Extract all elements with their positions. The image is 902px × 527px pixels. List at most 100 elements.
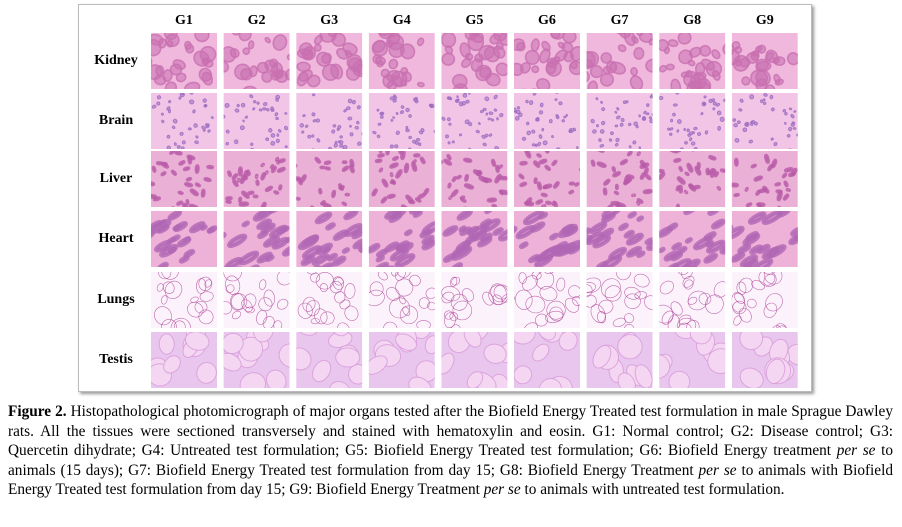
tissue-feature xyxy=(278,158,286,164)
tissue-feature xyxy=(467,147,472,149)
tissue-feature xyxy=(417,142,422,147)
row-label: Testis xyxy=(99,352,133,367)
tissue-feature xyxy=(395,112,399,115)
tissue-feature xyxy=(341,247,351,254)
tissue-feature xyxy=(201,71,214,86)
tissue-feature xyxy=(462,157,473,163)
tissue-feature xyxy=(468,93,471,95)
tissue-feature xyxy=(558,332,578,351)
tissue-feature xyxy=(748,139,754,144)
tissue-feature xyxy=(688,183,695,191)
tissue-feature xyxy=(356,105,361,110)
tissue-feature xyxy=(408,147,412,149)
tissue-feature xyxy=(642,115,646,121)
tissue-feature xyxy=(381,178,389,188)
tissue-feature xyxy=(341,165,350,172)
tissue-feature xyxy=(627,211,637,219)
tissue-feature xyxy=(441,176,442,182)
tissue-feature xyxy=(695,78,712,89)
tissue-feature xyxy=(601,278,621,299)
tissue-feature xyxy=(515,289,533,310)
tissue-feature xyxy=(408,199,416,205)
tissue-feature xyxy=(486,197,498,203)
tissue-feature xyxy=(223,46,237,63)
tissue-feature xyxy=(610,200,620,206)
tissue-feature xyxy=(671,242,683,251)
tissue-feature xyxy=(168,100,172,104)
tissue-feature xyxy=(791,121,796,125)
tissue-feature xyxy=(452,300,473,321)
micrograph xyxy=(659,93,726,149)
tissue-feature xyxy=(247,40,255,50)
tissue-feature xyxy=(319,283,328,292)
tissue-feature xyxy=(737,243,752,255)
tissue-feature xyxy=(319,165,326,170)
tissue-feature xyxy=(252,194,259,199)
micrograph xyxy=(586,332,653,388)
tissue-feature xyxy=(661,310,674,325)
tissue-feature xyxy=(328,146,333,149)
tissue-feature xyxy=(441,286,461,302)
tissue-feature xyxy=(697,132,702,137)
tissue-feature xyxy=(276,298,289,310)
micrograph xyxy=(223,272,290,328)
tissue-feature xyxy=(181,140,186,145)
tissue-feature xyxy=(204,279,212,288)
tissue-feature xyxy=(568,181,576,186)
tissue-feature xyxy=(283,125,289,131)
tissue-feature xyxy=(492,227,504,236)
tissue-feature xyxy=(405,107,410,113)
tissue-feature xyxy=(763,302,778,318)
column-label: G9 xyxy=(756,13,774,28)
micrograph xyxy=(731,151,798,207)
tissue-feature xyxy=(479,67,492,79)
tissue-feature xyxy=(663,46,671,55)
tissue-feature xyxy=(351,228,363,240)
tissue-feature xyxy=(723,98,726,102)
tissue-feature xyxy=(716,110,722,116)
tissue-feature xyxy=(357,141,362,146)
micrograph xyxy=(368,211,435,267)
tissue-feature xyxy=(296,163,298,170)
tissue-bg xyxy=(514,272,580,328)
tissue-feature xyxy=(173,221,188,232)
tissue-feature xyxy=(378,151,383,154)
tissue-feature xyxy=(619,158,629,166)
tissue-feature xyxy=(352,237,363,250)
tissue-bg xyxy=(731,272,798,328)
tissue-bg xyxy=(296,272,363,328)
tissue-feature xyxy=(423,187,430,196)
tissue-feature xyxy=(205,123,210,127)
tissue-feature xyxy=(173,142,177,146)
tissue-feature xyxy=(231,33,240,36)
tissue-feature xyxy=(623,323,635,328)
tissue-feature xyxy=(612,171,622,178)
tissue-feature xyxy=(645,174,652,181)
tissue-feature xyxy=(311,134,315,138)
tissue-bg xyxy=(368,93,435,149)
tissue-feature xyxy=(601,212,616,224)
tissue-feature xyxy=(542,272,556,275)
micrograph xyxy=(223,332,290,388)
tissue-feature xyxy=(586,69,591,83)
tissue-feature xyxy=(454,99,460,103)
tissue-feature xyxy=(270,71,281,81)
tissue-feature xyxy=(347,116,353,121)
tissue-feature xyxy=(273,320,283,328)
tissue-feature xyxy=(614,110,618,114)
tissue-feature xyxy=(612,317,626,328)
tissue-feature xyxy=(276,226,288,235)
tissue-feature xyxy=(421,219,435,236)
tissue-feature xyxy=(604,285,622,302)
tissue-feature xyxy=(493,94,498,100)
tissue-feature xyxy=(499,113,504,118)
tissue-feature xyxy=(726,117,730,121)
tissue-feature xyxy=(600,255,623,267)
tissue-feature xyxy=(376,108,380,112)
micrograph xyxy=(731,33,798,89)
tissue-feature xyxy=(394,144,399,149)
tissue-feature xyxy=(790,225,798,237)
tissue-feature xyxy=(275,116,279,121)
tissue-feature xyxy=(523,322,539,328)
tissue-feature xyxy=(586,277,602,294)
